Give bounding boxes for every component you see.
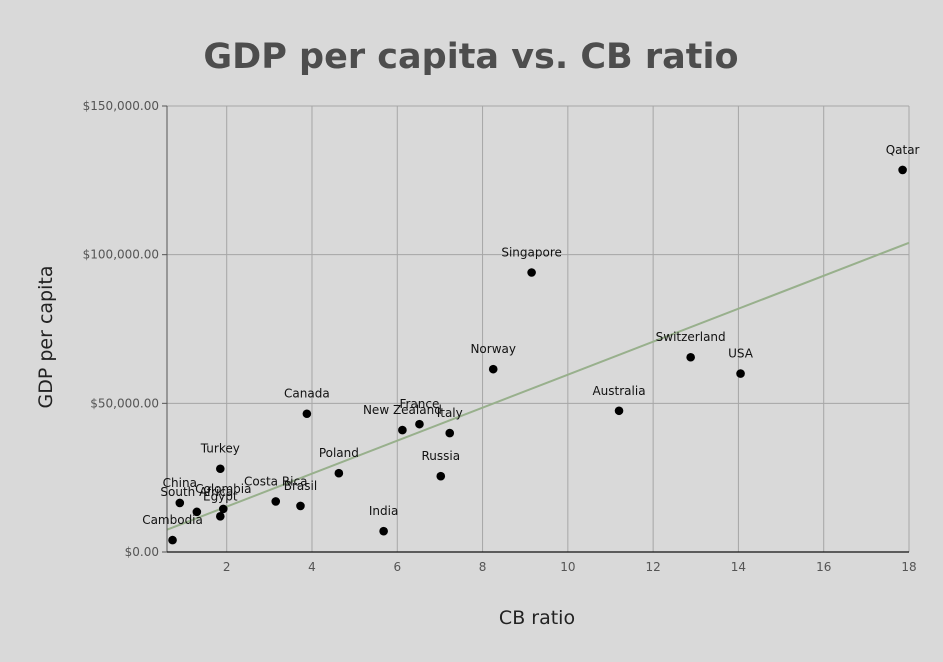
data-label: Cambodia — [142, 513, 203, 527]
chart-title: GDP per capita vs. CB ratio — [203, 37, 738, 77]
x-axis-label: CB ratio — [499, 607, 575, 629]
x-tick-label: 2 — [223, 560, 231, 574]
data-label: Costa Rica — [244, 474, 307, 488]
data-label: USA — [728, 347, 754, 361]
y-tick-label: $100,000.00 — [83, 248, 159, 262]
data-label: Italy — [437, 406, 463, 420]
data-label: Norway — [470, 342, 516, 356]
data-point — [415, 419, 424, 429]
data-label: Australia — [592, 384, 645, 398]
data-label: Brasil — [284, 479, 317, 493]
axes — [162, 105, 909, 553]
data-label: New Zealand — [363, 403, 442, 417]
data-point — [334, 468, 344, 478]
data-point — [445, 428, 455, 438]
data-label: China — [163, 476, 197, 490]
x-tick-label: 14 — [731, 560, 746, 574]
data-points — [168, 165, 907, 545]
x-tick-label: 4 — [308, 560, 316, 574]
data-point — [898, 165, 907, 175]
data-label: Singapore — [501, 246, 562, 260]
x-tick-label: 6 — [393, 560, 401, 574]
tick-labels: 2 4 6 8 10 12 14 16 18 $0.00 $50,000.00 $100,000.00… — [83, 99, 917, 574]
data-label: Qatar — [886, 143, 920, 157]
data-label: Egypt — [203, 489, 238, 503]
grid — [167, 105, 910, 552]
y-axis-label: GDP per capita — [35, 266, 57, 409]
data-label: India — [369, 504, 398, 518]
data-point — [398, 425, 407, 435]
data-point — [218, 504, 228, 514]
y-tick-label: $50,000.00 — [90, 396, 159, 410]
x-tick-label: 12 — [645, 560, 660, 574]
data-point — [527, 268, 536, 277]
x-tick-label: 10 — [560, 560, 575, 574]
data-label: France — [399, 397, 439, 411]
data-point — [614, 406, 624, 416]
data-point — [379, 526, 388, 536]
data-label: Poland — [319, 446, 359, 460]
x-tick-label: 8 — [479, 560, 487, 574]
data-label: Switzerland — [656, 330, 726, 344]
data-point — [488, 364, 498, 374]
x-tick-label: 18 — [901, 560, 916, 574]
data-label: Canada — [284, 387, 330, 401]
data-point — [216, 464, 225, 474]
data-point — [175, 498, 185, 508]
data-point — [302, 409, 312, 419]
data-label: South Africa — [160, 485, 233, 499]
data-point — [271, 497, 281, 506]
x-tick-label: 16 — [816, 560, 831, 574]
data-point — [686, 352, 695, 362]
data-point — [168, 535, 177, 545]
data-point — [216, 512, 225, 521]
y-tick-label: $0.00 — [125, 545, 159, 559]
data-point — [296, 501, 305, 511]
data-label: Colombia — [195, 482, 251, 496]
data-point — [192, 507, 202, 517]
y-tick-label: $150,000.00 — [83, 99, 159, 113]
data-point — [736, 369, 745, 378]
data-label: Turkey — [200, 442, 240, 456]
trendline — [166, 241, 910, 531]
data-point — [436, 471, 446, 481]
data-label: Russia — [421, 449, 460, 463]
